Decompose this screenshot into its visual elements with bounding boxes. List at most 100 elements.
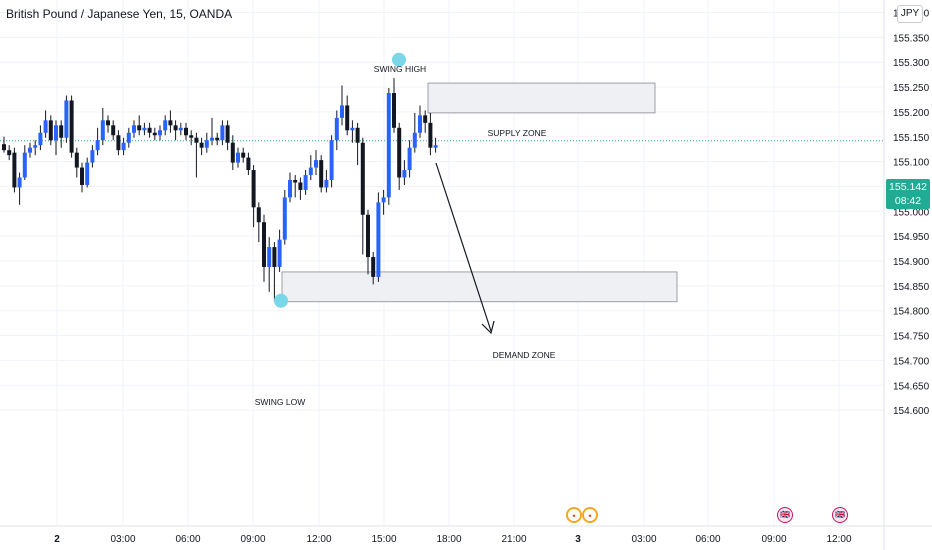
bull-candle [100, 120, 105, 141]
bear-candle [428, 122, 433, 148]
bear-candle [7, 150, 12, 156]
bear-candle [147, 127, 152, 133]
bear-candle [137, 125, 142, 131]
time-tick-label: 18:00 [436, 534, 461, 545]
currency-button[interactable]: JPY [897, 5, 923, 23]
arrow-head [481, 320, 495, 335]
price-tick-label: 155.350 [893, 33, 930, 44]
price-tick-label: 154.950 [893, 232, 930, 243]
time-tick-label: 09:00 [240, 534, 265, 545]
bear-candle [230, 142, 235, 163]
bull-candle [350, 127, 355, 131]
bear-candle [2, 144, 6, 151]
bear-candle [423, 115, 428, 123]
bull-candle [163, 120, 168, 131]
supply-zone-box [427, 82, 656, 114]
price-tick-label: 154.600 [893, 406, 930, 417]
bear-candle [12, 152, 17, 188]
bull-candle [85, 162, 90, 185]
bull-candle [204, 140, 209, 148]
bull-candle [158, 130, 162, 136]
bear-candle [293, 179, 298, 183]
bear-candle [345, 105, 350, 131]
uk-flag-icon[interactable]: 🇬🇧 [777, 507, 793, 523]
price-tick-label: 155.000 [893, 207, 930, 218]
bull-candle [64, 100, 69, 138]
chart-title: British Pound / Japanese Yen, 15, OANDA [6, 7, 233, 21]
bull-candle [407, 147, 412, 171]
bear-candle [251, 170, 256, 208]
swing-high-label: SWING HIGH [374, 64, 426, 74]
uk-flag-icon[interactable]: 🇬🇧 [832, 507, 848, 523]
bear-candle [256, 207, 261, 223]
time-tick-label: 12:00 [306, 534, 331, 545]
time-tick-label: 21:00 [501, 534, 526, 545]
bull-candle [28, 147, 32, 153]
bull-candle [329, 140, 334, 180]
supply-zone-label: SUPPLY ZONE [488, 128, 547, 138]
price-tick-label: 154.750 [893, 332, 930, 343]
price-tick-label: 154.650 [893, 381, 930, 392]
demand-zone-label: DEMAND ZONE [493, 350, 556, 360]
bear-candle [116, 135, 121, 151]
bull-candle [314, 160, 318, 168]
bull-candle [433, 145, 438, 148]
bear-candle [225, 125, 230, 143]
time-axis[interactable]: 2 03:00 06:00 09:00 12:00 15:00 18:00 21:00 3 03:… [0, 525, 932, 545]
event-marker-icon[interactable]: • [566, 507, 582, 523]
time-tick-label: 06:00 [695, 534, 720, 545]
bull-candle [90, 150, 95, 163]
bear-candle [371, 257, 376, 277]
bull-candle [33, 145, 38, 148]
bull-candle [121, 142, 126, 151]
bull-candle [303, 175, 308, 190]
annotations: SWING HIGH SWING LOW SUPPLY ZONE DEMAND ZON… [255, 52, 556, 407]
bull-candle [142, 127, 147, 131]
swing-low-label: SWING LOW [255, 397, 306, 407]
bear-candle [106, 120, 110, 126]
bear-candle [215, 137, 220, 141]
price-tick-label: 155.150 [893, 133, 930, 144]
bear-candle [168, 120, 173, 126]
price-tick-label: 154.800 [893, 307, 930, 318]
zones [281, 82, 678, 303]
bear-candle [173, 125, 178, 131]
bear-candle [246, 157, 251, 171]
bar-countdown: 08:42 [894, 195, 922, 207]
bull-candle [402, 170, 407, 178]
event-marker-icon[interactable]: • [582, 507, 598, 523]
bear-candle [59, 125, 64, 138]
bull-candle [334, 117, 339, 141]
price-tick-label: 155.100 [893, 158, 930, 169]
bear-candle [111, 125, 116, 136]
time-tick-label: 12:00 [826, 534, 851, 545]
bull-candle [277, 239, 282, 267]
bull-candle [178, 127, 183, 131]
price-tick-label: 154.700 [893, 356, 930, 367]
bull-candle [43, 120, 48, 133]
bull-candle [376, 202, 381, 277]
bull-candle [282, 197, 287, 240]
price-axis[interactable]: 155.400155.350155.300155.250155.200155.1… [883, 0, 930, 550]
bear-candle [189, 135, 194, 138]
bull-candle [418, 115, 422, 133]
time-tick-label: 03:00 [631, 534, 656, 545]
price-tick-label: 154.850 [893, 282, 930, 293]
bear-candle [298, 182, 303, 190]
bear-candle [74, 152, 79, 168]
candles [2, 78, 438, 302]
bear-candle [397, 127, 402, 178]
bull-candle [324, 179, 329, 188]
time-tick-label: 3 [575, 534, 581, 545]
bull-candle [132, 125, 136, 133]
time-tick-label: 06:00 [175, 534, 200, 545]
last-price-value: 155.142 [889, 181, 927, 193]
bull-candle [340, 105, 344, 118]
bear-candle [262, 222, 266, 267]
grid [0, 0, 884, 526]
bear-candle [319, 160, 324, 188]
price-tick-label: 155.300 [893, 58, 930, 69]
time-tick-label: 03:00 [110, 534, 135, 545]
bull-candle [381, 197, 386, 203]
